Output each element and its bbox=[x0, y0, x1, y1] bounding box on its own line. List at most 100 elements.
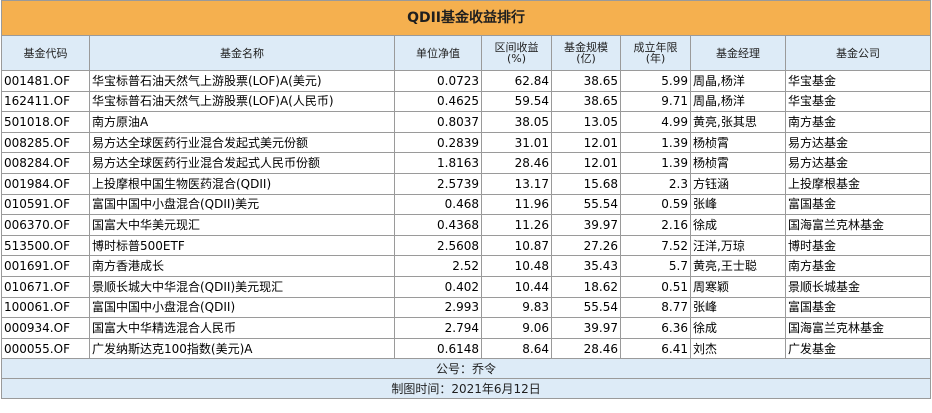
table-row: 162411.OF 华宝标普石油天然气上游股票(LOF)A(人民币) 0.462… bbox=[1, 90, 932, 113]
cell-scale: 15.68 bbox=[551, 172, 621, 195]
header-scale: 基金规模 (亿) bbox=[551, 35, 621, 71]
cell-nav: 2.993 bbox=[394, 296, 482, 319]
cell-years: 6.36 bbox=[620, 317, 691, 339]
header-nav: 单位净值 bbox=[394, 35, 482, 71]
cell-scale: 55.54 bbox=[551, 296, 621, 319]
table-row: 006370.OF 国富大中华美元现汇 0.4368 11.26 39.97 2… bbox=[1, 214, 932, 236]
cell-name: 上投摩根中国生物医药混合(QDII) bbox=[89, 172, 395, 195]
cell-name: 富国中国中小盘混合(QDII) bbox=[89, 296, 395, 319]
cell-return: 10.44 bbox=[481, 275, 552, 298]
cell-scale: 12.01 bbox=[551, 152, 621, 174]
cell-name: 华宝标普石油天然气上游股票(LOF)A(人民币) bbox=[89, 90, 395, 113]
header-years-label: 成立年限 bbox=[633, 41, 678, 54]
cell-code: 001481.OF bbox=[1, 70, 90, 92]
cell-return: 62.84 bbox=[481, 70, 552, 92]
cell-code: 513500.OF bbox=[1, 234, 90, 257]
table-row: 501018.OF 南方原油A 0.8037 38.05 13.05 4.99 … bbox=[1, 111, 932, 133]
header-code: 基金代码 bbox=[1, 35, 90, 71]
cell-nav: 2.5739 bbox=[394, 172, 482, 195]
cell-years: 4.99 bbox=[620, 111, 691, 133]
cell-company: 华宝基金 bbox=[784, 90, 932, 113]
cell-scale: 38.65 bbox=[551, 90, 621, 113]
cell-years: 5.99 bbox=[620, 70, 691, 92]
cell-code: 100061.OF bbox=[1, 296, 90, 319]
header-name: 基金名称 bbox=[89, 35, 395, 71]
cell-manager: 杨桢霄 bbox=[690, 131, 786, 154]
header-scale-unit: (亿) bbox=[576, 52, 596, 65]
cell-years: 8.77 bbox=[620, 296, 691, 319]
cell-name: 富国中国中小盘混合(QDII)美元 bbox=[89, 193, 395, 216]
cell-manager: 汪洋,万琼 bbox=[690, 234, 786, 257]
table-row: 001691.OF 南方香港成长 2.52 10.48 35.43 5.7 黄亮… bbox=[1, 255, 932, 277]
cell-company: 易方达基金 bbox=[784, 152, 932, 174]
table-row: 000055.OF 广发纳斯达克100指数(美元)A 0.6148 8.64 2… bbox=[1, 337, 932, 360]
footer-source: 公号：乔令 bbox=[0, 358, 932, 380]
cell-name: 博时标普500ETF bbox=[89, 234, 395, 257]
cell-scale: 55.54 bbox=[551, 193, 621, 216]
fund-ranking-sheet: QDII基金收益排行 基金代码 基金名称 单位净值 区间收益 (%) 基金规模 (亿… bbox=[0, 0, 932, 400]
cell-name: 易方达全球医药行业混合发起式人民币份额 bbox=[89, 152, 395, 174]
cell-name: 南方香港成长 bbox=[89, 255, 395, 277]
cell-name: 景顺长城大中华混合(QDII)美元现汇 bbox=[89, 275, 395, 298]
cell-scale: 27.26 bbox=[551, 234, 621, 257]
cell-years: 5.7 bbox=[620, 255, 691, 277]
footer-date: 制图时间：2021年6月12日 bbox=[0, 378, 932, 400]
cell-return: 38.05 bbox=[481, 111, 552, 133]
cell-years: 0.59 bbox=[620, 193, 691, 216]
header-years-unit: (年) bbox=[645, 52, 666, 65]
cell-scale: 39.97 bbox=[551, 317, 621, 339]
cell-scale: 28.46 bbox=[551, 337, 621, 360]
header-return-label: 区间收益 bbox=[494, 41, 539, 54]
cell-nav: 1.8163 bbox=[394, 152, 482, 174]
table-row: 010591.OF 富国中国中小盘混合(QDII)美元 0.468 11.96 … bbox=[1, 193, 932, 216]
cell-nav: 2.5608 bbox=[394, 234, 482, 257]
cell-code: 001984.OF bbox=[1, 172, 90, 195]
cell-return: 9.06 bbox=[481, 317, 552, 339]
cell-code: 001691.OF bbox=[1, 255, 90, 277]
cell-return: 8.64 bbox=[481, 337, 552, 360]
cell-company: 国海富兰克林基金 bbox=[784, 317, 932, 339]
cell-manager: 张峰 bbox=[690, 296, 786, 319]
header-years: 成立年限 (年) bbox=[620, 35, 691, 71]
cell-manager: 方钰涵 bbox=[690, 172, 786, 195]
table-row: 000934.OF 国富大中华精选混合人民币 2.794 9.06 39.97 … bbox=[1, 317, 932, 339]
header-company: 基金公司 bbox=[784, 35, 932, 71]
cell-scale: 39.97 bbox=[551, 214, 621, 236]
cell-name: 易方达全球医药行业混合发起式美元份额 bbox=[89, 131, 395, 154]
cell-code: 008285.OF bbox=[1, 131, 90, 154]
cell-manager: 刘杰 bbox=[690, 337, 786, 360]
cell-return: 13.17 bbox=[481, 172, 552, 195]
table-row: 001984.OF 上投摩根中国生物医药混合(QDII) 2.5739 13.1… bbox=[1, 172, 932, 195]
table-row: 008284.OF 易方达全球医药行业混合发起式人民币份额 1.8163 28.… bbox=[1, 152, 932, 174]
cell-name: 南方原油A bbox=[89, 111, 395, 133]
cell-scale: 35.43 bbox=[551, 255, 621, 277]
cell-nav: 0.6148 bbox=[394, 337, 482, 360]
cell-years: 6.41 bbox=[620, 337, 691, 360]
cell-years: 2.16 bbox=[620, 214, 691, 236]
header-manager: 基金经理 bbox=[690, 35, 786, 71]
cell-manager: 徐成 bbox=[690, 214, 786, 236]
cell-return: 11.96 bbox=[481, 193, 552, 216]
table-row: 001481.OF 华宝标普石油天然气上游股票(LOF)A(美元) 0.0723… bbox=[1, 70, 932, 92]
header-row: 基金代码 基金名称 单位净值 区间收益 (%) 基金规模 (亿) 成立年限 (年) 基… bbox=[1, 35, 932, 71]
cell-return: 10.87 bbox=[481, 234, 552, 257]
cell-scale: 38.65 bbox=[551, 70, 621, 92]
cell-manager: 杨桢霄 bbox=[690, 152, 786, 174]
cell-code: 006370.OF bbox=[1, 214, 90, 236]
cell-nav: 0.0723 bbox=[394, 70, 482, 92]
cell-manager: 张峰 bbox=[690, 193, 786, 216]
cell-code: 162411.OF bbox=[1, 90, 90, 113]
cell-company: 富国基金 bbox=[784, 296, 932, 319]
cell-name: 华宝标普石油天然气上游股票(LOF)A(美元) bbox=[89, 70, 395, 92]
cell-return: 28.46 bbox=[481, 152, 552, 174]
cell-company: 富国基金 bbox=[784, 193, 932, 216]
cell-code: 000055.OF bbox=[1, 337, 90, 360]
table-title: QDII基金收益排行 bbox=[0, 0, 932, 36]
cell-code: 000934.OF bbox=[1, 317, 90, 339]
cell-manager: 周寒颖 bbox=[690, 275, 786, 298]
cell-code: 008284.OF bbox=[1, 152, 90, 174]
footer-source-row: 公号：乔令 bbox=[0, 358, 932, 380]
cell-code: 501018.OF bbox=[1, 111, 90, 133]
cell-return: 31.01 bbox=[481, 131, 552, 154]
cell-company: 国海富兰克林基金 bbox=[784, 214, 932, 236]
